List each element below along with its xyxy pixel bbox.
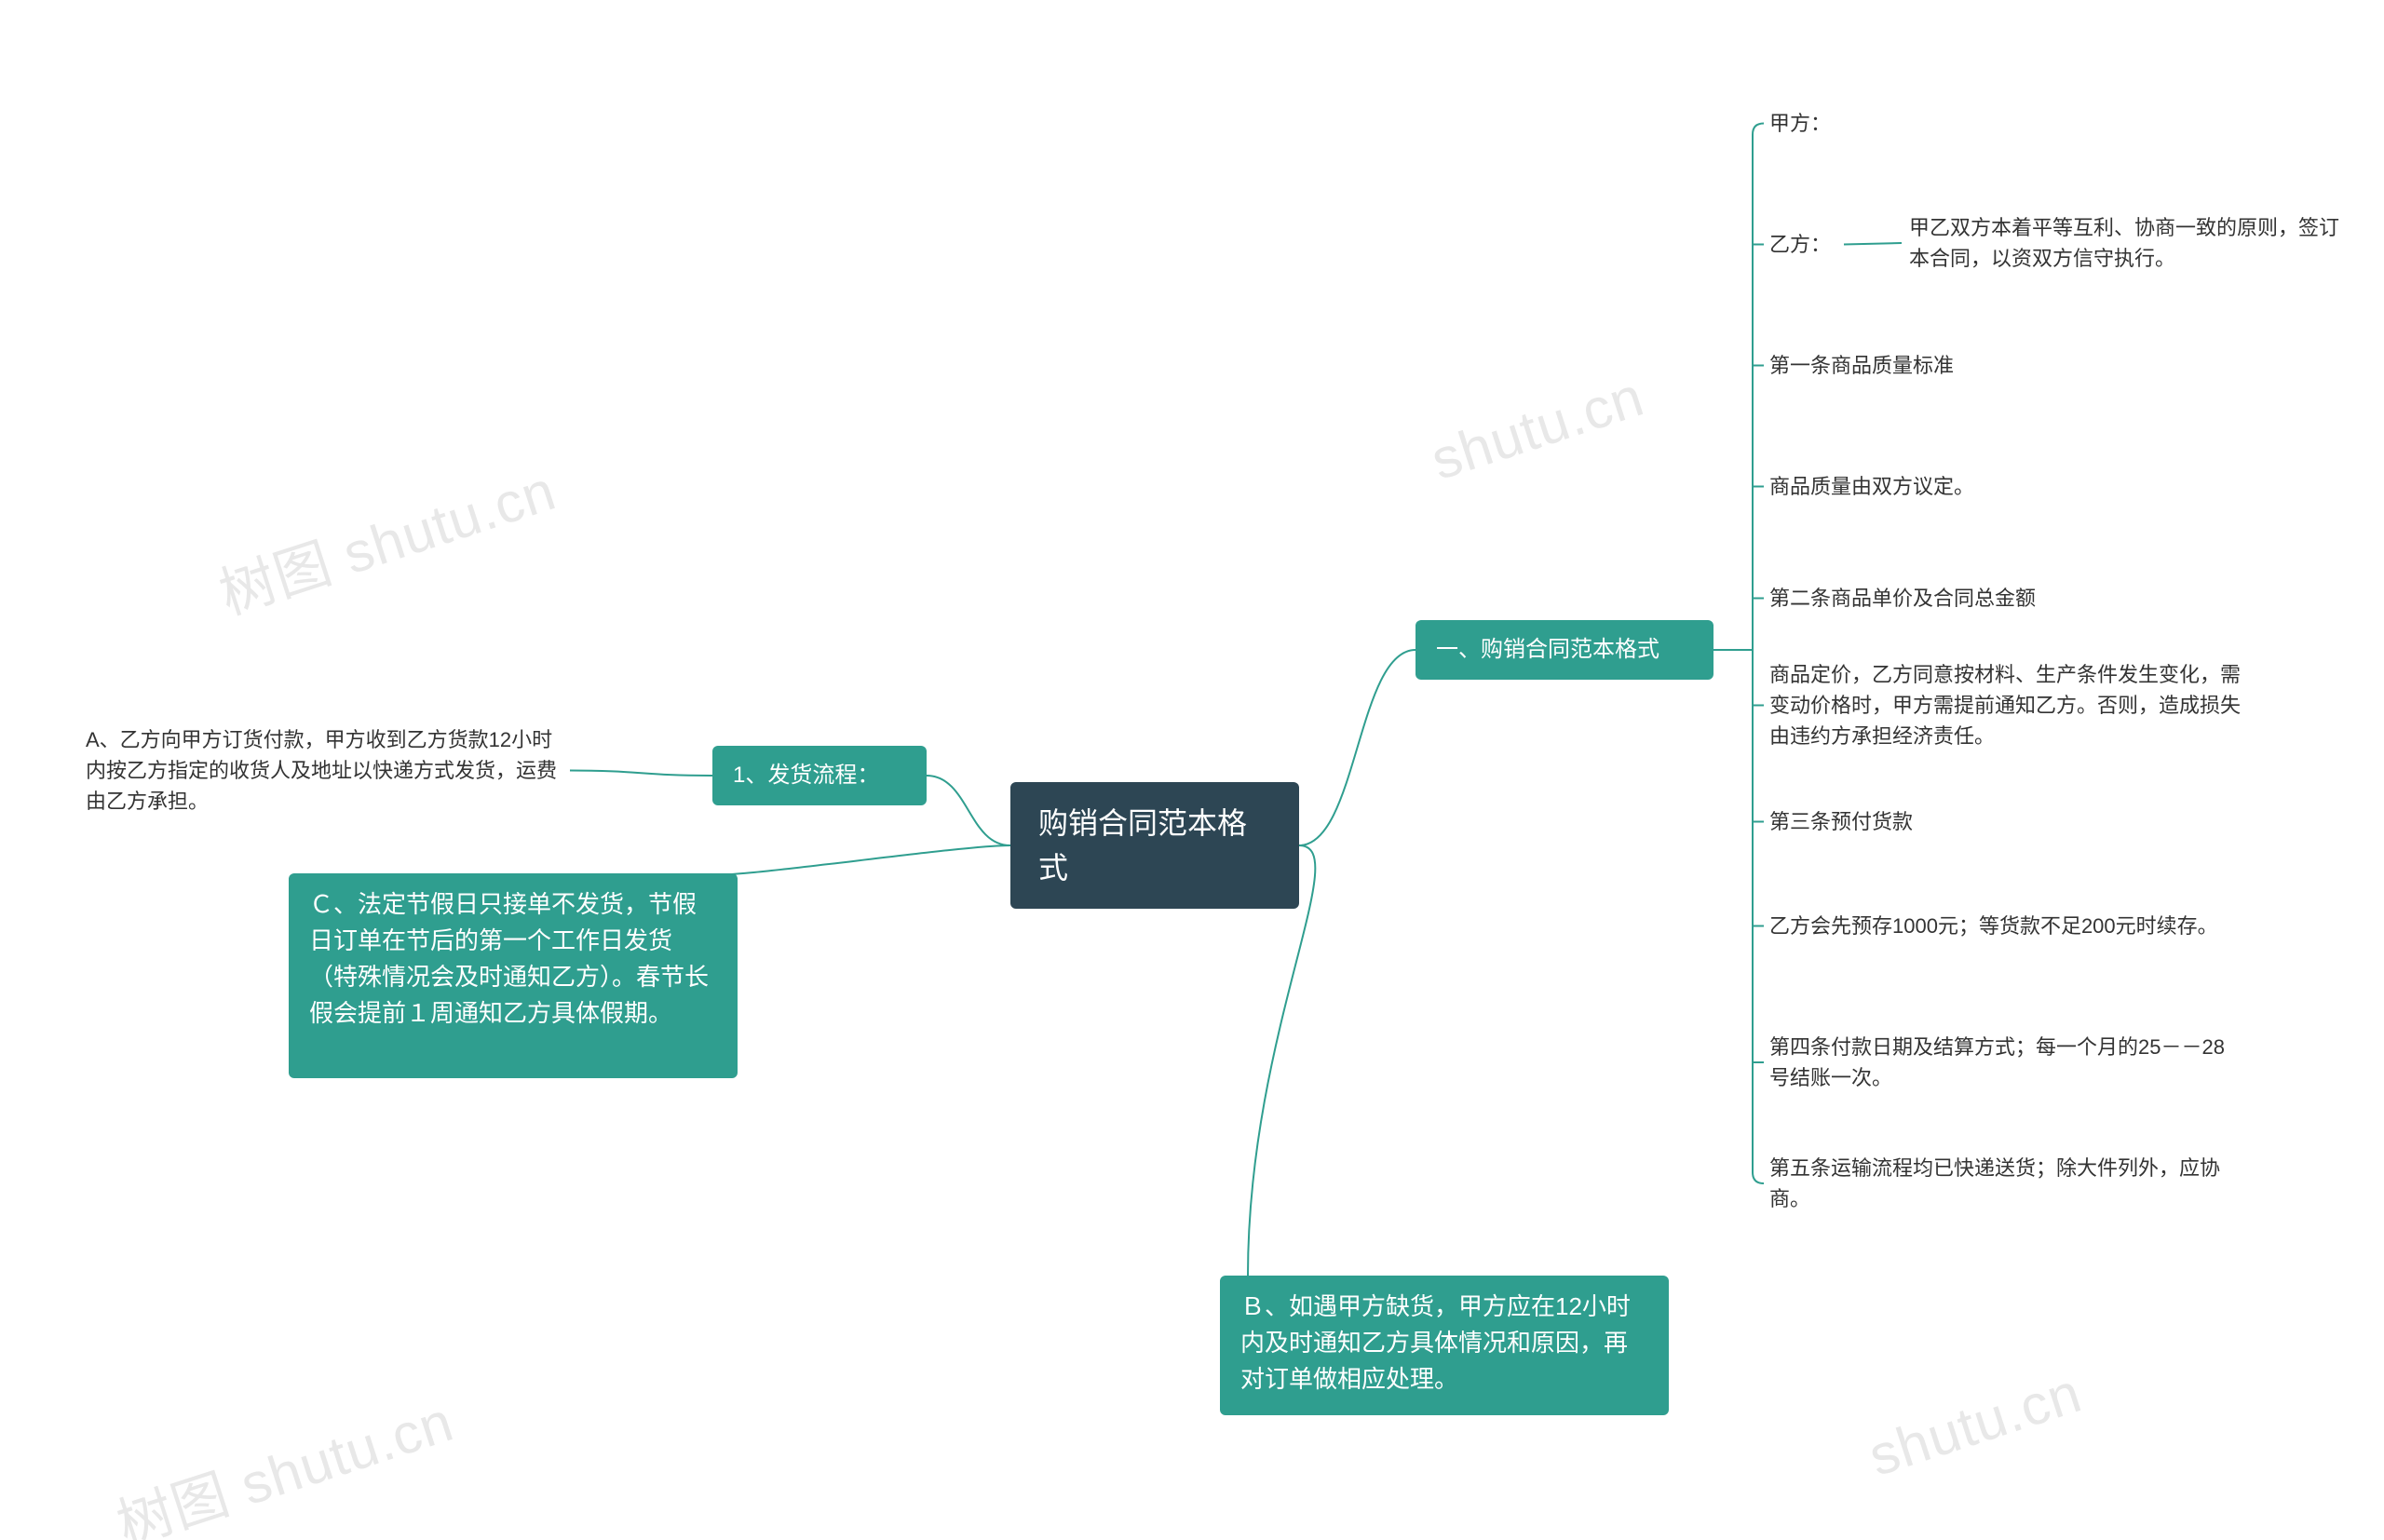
leaf-r6: 第三条预付货款 <box>1769 799 1956 844</box>
note-box-c: Ｃ、法定节假日只接单不发货，节假日订单在节后的第一个工作日发货（特殊情况会及时通… <box>289 873 738 1078</box>
branch-section-1: 一、购销合同范本格式 <box>1416 620 1714 680</box>
watermark: shutu.cn <box>1424 364 1652 493</box>
leaf-a-note: A、乙方向甲方订货付款，甲方收到乙方货款12小时内按乙方指定的收货人及地址以快递… <box>86 717 570 824</box>
leaf-r0: 甲方： <box>1769 101 1862 146</box>
watermark: 树图 shutu.cn <box>208 446 564 630</box>
branch-shipping: 1、发货流程： <box>712 746 927 805</box>
leaf-r3: 商品质量由双方议定。 <box>1769 464 2012 509</box>
root-node: 购销合同范本格式 <box>1010 782 1299 909</box>
leaf-r7: 乙方会先预存1000元；等货款不足200元时续存。 <box>1769 903 2235 949</box>
watermark: 树图 shutu.cn <box>105 1377 462 1540</box>
leaf-r8: 第四条付款日期及结算方式；每一个月的25－－28号结账一次。 <box>1769 1024 2235 1101</box>
leaf-r5: 商品定价，乙方同意按材料、生产条件发生变化，需变动价格时，甲方需提前通知乙方。否… <box>1769 652 2254 759</box>
leaf-r9: 第五条运输流程均已快递送货；除大件列外，应协商。 <box>1769 1145 2235 1222</box>
leaf-r1: 乙方： <box>1769 222 1862 267</box>
leaf-r1-sub: 甲乙双方本着平等互利、协商一致的原则，签订本合同，以资双方信守执行。 <box>1909 205 2347 281</box>
leaf-r2: 第一条商品质量标准 <box>1769 343 2012 388</box>
leaf-r4: 第二条商品单价及合同总金额 <box>1769 575 2086 621</box>
note-box-b: Ｂ、如遇甲方缺货，甲方应在12小时内及时通知乙方具体情况和原因，再对订单做相应处… <box>1220 1276 1669 1415</box>
watermark: shutu.cn <box>1862 1360 2090 1489</box>
